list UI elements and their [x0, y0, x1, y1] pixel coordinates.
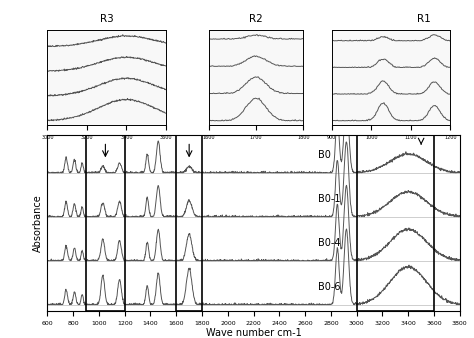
Text: R1: R1	[417, 14, 431, 24]
Bar	[356, 135, 434, 311]
Y-axis label: Absorbance: Absorbance	[33, 194, 43, 252]
X-axis label: Wave number cm-1: Wave number cm-1	[206, 329, 301, 338]
Bar	[86, 135, 125, 311]
Text: R2: R2	[249, 14, 263, 24]
Text: B0: B0	[318, 150, 331, 160]
Text: B0-1: B0-1	[318, 194, 340, 204]
Text: R3: R3	[100, 14, 114, 24]
Text: B0-4: B0-4	[318, 238, 340, 248]
Bar	[176, 135, 202, 311]
Text: B0-6: B0-6	[318, 282, 340, 292]
